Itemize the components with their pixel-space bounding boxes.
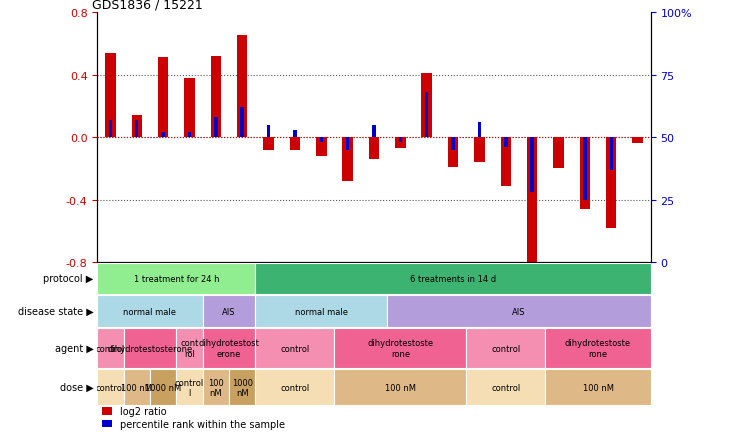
Bar xyxy=(177,370,203,405)
Legend: log2 ratio, percentile rank within the sample: log2 ratio, percentile rank within the s… xyxy=(102,406,284,429)
Text: 1000 nM: 1000 nM xyxy=(145,383,181,392)
Bar xyxy=(373,125,375,138)
Bar xyxy=(123,370,150,405)
Text: 100 nM: 100 nM xyxy=(121,383,153,392)
Bar xyxy=(421,74,432,138)
Bar xyxy=(132,116,142,138)
Bar xyxy=(545,329,651,368)
Bar xyxy=(237,36,248,138)
Bar xyxy=(527,138,537,266)
Bar xyxy=(255,263,651,294)
Bar xyxy=(255,296,387,327)
Bar xyxy=(530,138,534,193)
Bar xyxy=(177,329,203,368)
Text: control: control xyxy=(491,344,521,353)
Text: control: control xyxy=(280,344,310,353)
Bar xyxy=(123,329,177,368)
Bar xyxy=(203,296,255,327)
Bar xyxy=(267,125,270,138)
Bar xyxy=(203,329,255,368)
Bar xyxy=(255,370,334,405)
Bar xyxy=(97,370,123,405)
Text: control: control xyxy=(280,383,310,392)
Bar xyxy=(343,138,353,181)
Text: cont
rol: cont rol xyxy=(180,339,199,358)
Text: dihydrotestost
erone: dihydrotestost erone xyxy=(198,339,260,358)
Bar xyxy=(610,138,613,170)
Text: normal male: normal male xyxy=(123,307,177,316)
Bar xyxy=(263,138,274,150)
Bar xyxy=(466,370,545,405)
Bar xyxy=(478,123,481,138)
Bar xyxy=(241,108,244,138)
Bar xyxy=(334,329,466,368)
Bar xyxy=(289,138,300,150)
Bar xyxy=(583,138,586,200)
Bar xyxy=(211,57,221,138)
Text: 100 nM: 100 nM xyxy=(583,383,613,392)
Bar xyxy=(425,93,429,138)
Text: 6 treatments in 14 d: 6 treatments in 14 d xyxy=(410,274,496,283)
Text: dihydrotestoste
rone: dihydrotestoste rone xyxy=(565,339,631,358)
Text: disease state ▶: disease state ▶ xyxy=(18,306,94,316)
Text: 1000
nM: 1000 nM xyxy=(232,378,253,397)
Bar xyxy=(319,138,323,143)
Bar xyxy=(255,329,334,368)
Bar xyxy=(293,130,297,138)
Bar xyxy=(580,138,590,210)
Bar xyxy=(474,138,485,163)
Text: GDS1836 / 15221: GDS1836 / 15221 xyxy=(92,0,203,12)
Text: control
l: control l xyxy=(175,378,204,397)
Text: AIS: AIS xyxy=(512,307,526,316)
Bar xyxy=(316,138,327,157)
Bar xyxy=(395,138,405,149)
Text: 100 nM: 100 nM xyxy=(385,383,416,392)
Bar xyxy=(97,296,203,327)
Bar xyxy=(188,133,191,138)
Bar xyxy=(158,58,168,138)
Bar xyxy=(135,120,138,138)
Bar xyxy=(545,370,651,405)
Bar xyxy=(500,138,511,186)
Bar xyxy=(346,138,349,150)
Text: normal male: normal male xyxy=(295,307,348,316)
Text: 1 treatment for 24 h: 1 treatment for 24 h xyxy=(134,274,219,283)
Text: AIS: AIS xyxy=(222,307,236,316)
Bar xyxy=(229,370,255,405)
Text: dose ▶: dose ▶ xyxy=(60,382,94,392)
Bar xyxy=(399,138,402,143)
Bar xyxy=(554,138,564,169)
Text: control: control xyxy=(96,344,125,353)
Text: control: control xyxy=(96,383,125,392)
Text: 100
nM: 100 nM xyxy=(208,378,224,397)
Bar xyxy=(184,79,194,138)
Bar xyxy=(150,370,177,405)
Bar xyxy=(448,138,459,168)
Bar xyxy=(97,329,123,368)
Bar xyxy=(203,370,229,405)
Bar xyxy=(606,138,616,228)
Bar xyxy=(162,133,165,138)
Bar xyxy=(504,138,507,148)
Bar xyxy=(108,120,112,138)
Bar xyxy=(105,53,116,138)
Text: agent ▶: agent ▶ xyxy=(55,343,94,353)
Text: control: control xyxy=(491,383,521,392)
Bar xyxy=(334,370,466,405)
Bar xyxy=(632,138,643,144)
Bar xyxy=(451,138,455,150)
Text: dihydrotestosterone: dihydrotestosterone xyxy=(107,344,192,353)
Bar xyxy=(214,118,218,138)
Bar xyxy=(466,329,545,368)
Bar xyxy=(97,263,255,294)
Text: dihydrotestoste
rone: dihydrotestoste rone xyxy=(367,339,433,358)
Bar xyxy=(369,138,379,160)
Text: protocol ▶: protocol ▶ xyxy=(43,274,94,284)
Bar xyxy=(387,296,651,327)
